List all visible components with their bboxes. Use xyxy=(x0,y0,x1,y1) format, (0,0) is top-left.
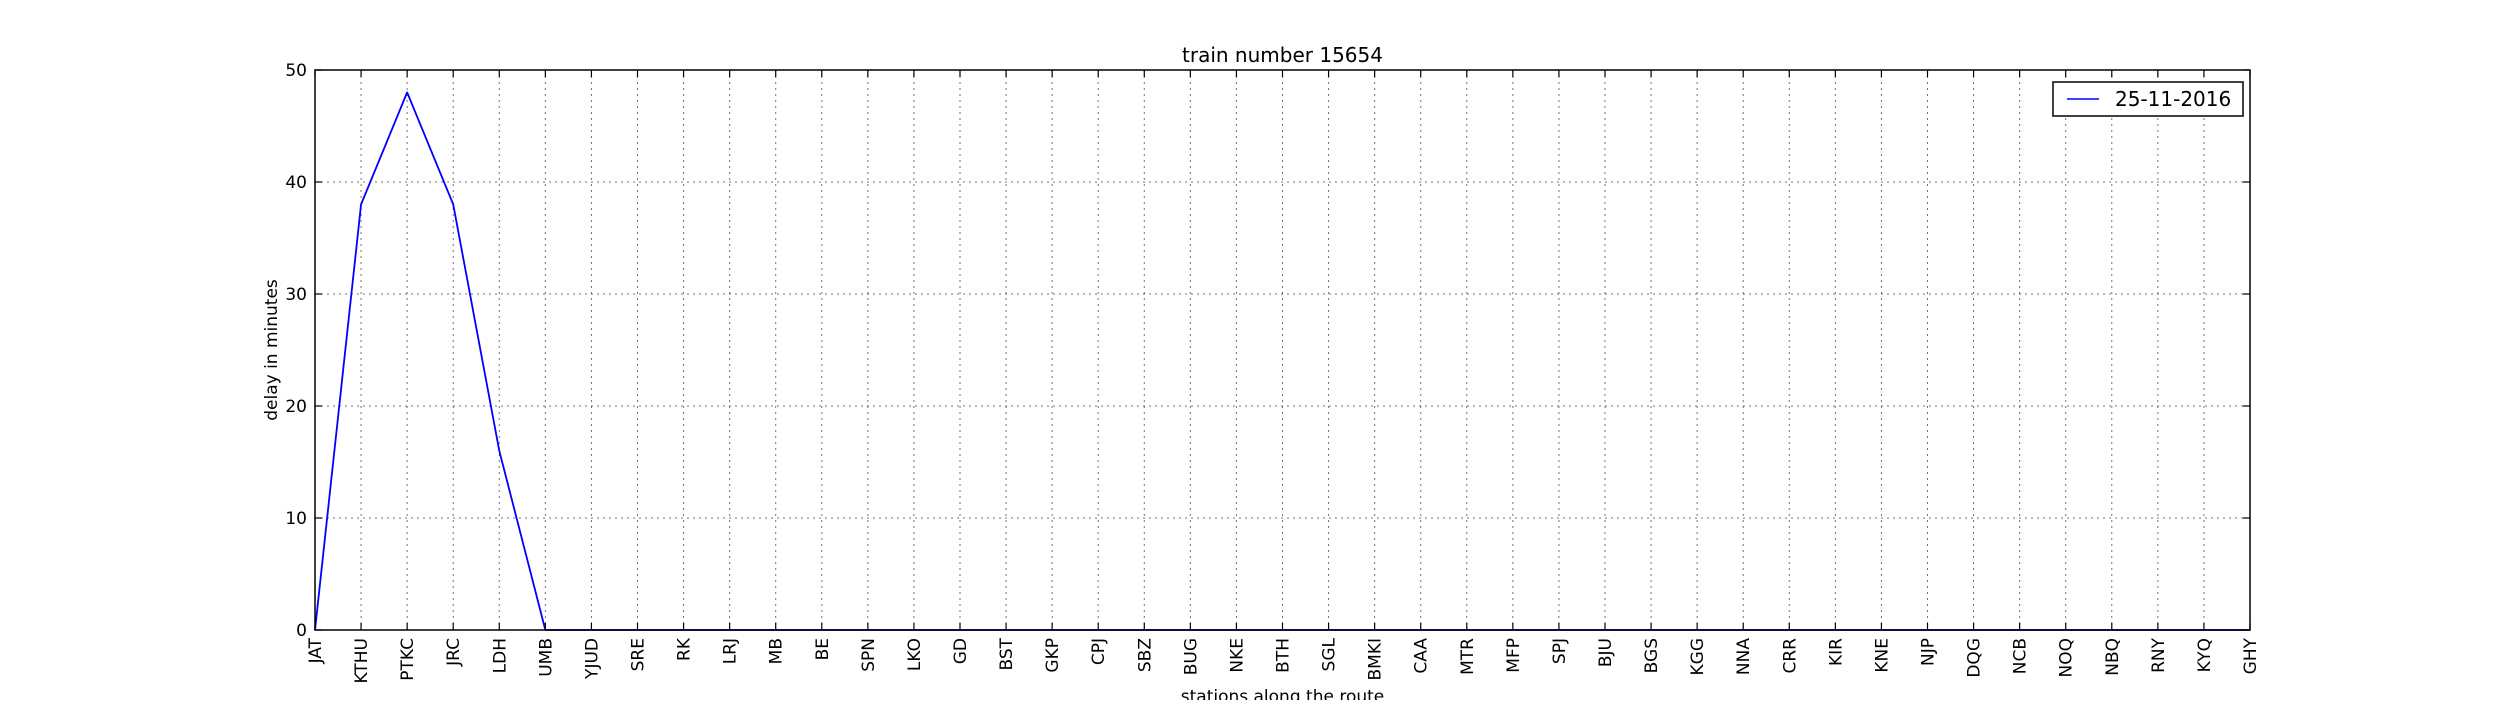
x-tick-label: DQG xyxy=(1965,638,1985,678)
x-tick-label: NCB xyxy=(2011,638,2031,674)
x-tick-label: LKO xyxy=(905,638,925,671)
y-tick-label: 20 xyxy=(285,397,307,417)
x-tick-label: MFP xyxy=(1504,638,1524,673)
x-tick-label: GHY xyxy=(2241,637,2261,674)
x-tick-label: CPJ xyxy=(1089,638,1109,665)
x-axis-title: stations along the route xyxy=(1181,687,1385,700)
axis-ticks xyxy=(314,69,2251,631)
y-axis-title: delay in minutes xyxy=(262,279,282,421)
x-tick-label: JRC xyxy=(444,638,464,667)
x-tick-label: SPN xyxy=(859,638,879,672)
x-tick-label: KTHU xyxy=(352,638,372,683)
grid-lines xyxy=(314,69,2251,631)
x-tick-label: NBQ xyxy=(2103,638,2123,676)
x-tick-label: SBZ xyxy=(1135,638,1155,672)
x-tick-label: BTH xyxy=(1274,638,1294,673)
x-tick-label: KYQ xyxy=(2195,638,2215,672)
x-tick-label: MB xyxy=(767,638,787,664)
x-tick-label: BJU xyxy=(1596,638,1616,667)
x-tick-label: LRJ xyxy=(721,638,741,664)
x-tick-label: BST xyxy=(997,637,1017,670)
x-tick-label: NOQ xyxy=(2057,638,2077,677)
x-tick-label: BUG xyxy=(1181,638,1201,675)
x-tick-label: KNE xyxy=(1872,638,1892,673)
x-tick-label: PTKC xyxy=(398,638,418,681)
x-tick-labels: JAT KTHU PTKC JRC LDH UMB YJUD SRE RK LRJ MB BE SPN L… xyxy=(306,637,2261,683)
x-tick-label: RK xyxy=(675,637,695,661)
x-tick-label: NJP xyxy=(1919,638,1939,666)
y-tick-label: 40 xyxy=(285,173,307,193)
x-tick-label: YJUD xyxy=(582,638,602,680)
x-tick-label: SRE xyxy=(629,638,649,671)
x-tick-label: SGL xyxy=(1320,637,1340,671)
y-tick-label: 50 xyxy=(285,61,307,81)
x-tick-label: KGG xyxy=(1688,638,1708,676)
x-tick-label: GD xyxy=(951,638,971,664)
x-tick-label: MTR xyxy=(1458,638,1478,675)
chart-title: train number 15654 xyxy=(1182,43,1383,67)
x-tick-label: CAA xyxy=(1412,638,1432,674)
x-tick-label: BGS xyxy=(1642,638,1662,673)
x-tick-label: BMKI xyxy=(1366,638,1386,681)
legend: 25-11-2016 xyxy=(2052,81,2244,117)
x-tick-label: JAT xyxy=(306,637,326,664)
x-tick-label: UMB xyxy=(536,638,556,677)
x-tick-label: RNY xyxy=(2149,637,2169,673)
x-tick-label: LDH xyxy=(490,638,510,673)
x-tick-label: KIR xyxy=(1826,638,1846,666)
y-tick-label: 30 xyxy=(285,285,307,305)
legend-label: 25-11-2016 xyxy=(2115,87,2231,111)
y-tick-labels: 0 10 20 30 40 50 xyxy=(285,61,307,641)
x-tick-label: GKP xyxy=(1043,638,1063,673)
y-tick-label: 0 xyxy=(296,621,307,641)
y-tick-label: 10 xyxy=(285,509,307,529)
x-tick-label: CRR xyxy=(1780,638,1800,674)
x-tick-label: SPJ xyxy=(1550,638,1570,664)
x-tick-label: BE xyxy=(813,638,833,660)
x-tick-label: NNA xyxy=(1734,638,1754,675)
x-tick-label: NKE xyxy=(1227,638,1247,673)
